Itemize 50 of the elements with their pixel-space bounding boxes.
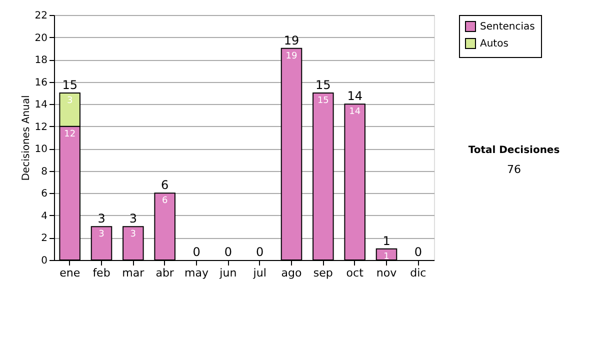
data-label: 3: [66, 96, 73, 106]
x-tick-label: feb: [92, 266, 110, 280]
total-label: 19: [284, 33, 300, 48]
y-tick-label: 6: [41, 188, 48, 200]
total-label: 14: [347, 89, 362, 104]
text: 76: [507, 163, 521, 176]
y-tick-label: 22: [34, 10, 48, 22]
x-tick-label: sep: [313, 266, 333, 280]
y-tick-label: 16: [34, 77, 48, 88]
total-label: 6: [161, 178, 169, 192]
data-label: 12: [64, 129, 76, 140]
text: Total Decisiones: [468, 145, 560, 156]
x-tick-label: ene: [60, 266, 80, 280]
x-tick-label: oct: [346, 266, 364, 280]
x-tick-label: jul: [252, 266, 266, 280]
data-label: 1: [384, 252, 390, 262]
y-tick-label: 20: [34, 32, 48, 44]
x-tick-label: nov: [376, 266, 398, 280]
total-label: 15: [62, 78, 78, 92]
x-tick-label: dic: [410, 266, 426, 280]
x-tick-label: abr: [156, 266, 174, 280]
y-tick-label: 18: [34, 55, 48, 66]
total-label: 1: [382, 234, 390, 248]
legend-label: Autos: [480, 38, 508, 50]
x-tick-label: mar: [122, 266, 145, 280]
y-tick-label: 8: [41, 166, 48, 178]
total-label: 0: [192, 245, 200, 259]
y-tick-label: 2: [41, 233, 48, 244]
data-label: 14: [349, 107, 361, 118]
total-label: 0: [224, 245, 232, 259]
y-tick-label: 4: [41, 210, 48, 222]
total-label: 15: [316, 78, 331, 92]
legend-label: Sentencias: [480, 22, 535, 32]
total-label: 0: [414, 245, 422, 259]
x-tick-label: ago: [281, 266, 302, 280]
y-tick-label: 10: [34, 144, 48, 156]
y-tick-label: 14: [34, 100, 48, 111]
data-label: 6: [162, 196, 168, 206]
data-label: 15: [317, 96, 329, 106]
data-label: 3: [130, 230, 136, 240]
data-label: 19: [286, 51, 298, 62]
total-label: 0: [256, 245, 264, 259]
y-tick-label: 12: [34, 122, 48, 133]
total-label: 3: [129, 212, 137, 226]
y-tick-label: 0: [41, 256, 48, 266]
y-axis-title: Decisiones Anual: [20, 95, 32, 181]
x-tick-label: may: [184, 266, 209, 280]
x-tick-label: jun: [218, 266, 237, 280]
total-label: 3: [98, 212, 106, 226]
data-label: 3: [98, 230, 104, 240]
